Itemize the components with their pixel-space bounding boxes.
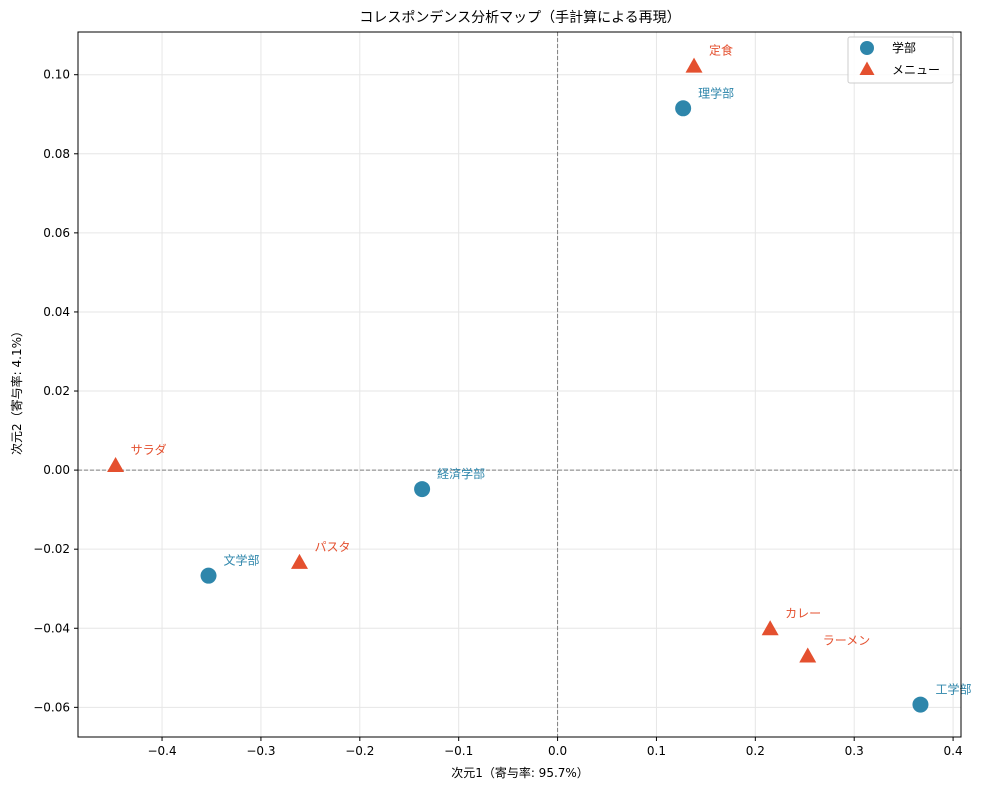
faculty-point xyxy=(675,100,692,117)
menu-point xyxy=(290,553,308,569)
x-tick-label: 0.1 xyxy=(647,744,666,758)
y-tick-label: 0.04 xyxy=(43,305,70,319)
y-axis-label: 次元2（寄与率: 4.1%） xyxy=(9,325,24,455)
data-points xyxy=(107,57,929,713)
menu-point-label: カレー xyxy=(785,606,821,620)
legend-label-menu: メニュー xyxy=(892,63,940,77)
legend-marker-menu xyxy=(859,61,875,75)
y-tick-label: −0.02 xyxy=(33,542,70,556)
legend-box xyxy=(847,36,954,84)
legend-label-faculty: 学部 xyxy=(892,40,916,55)
menu-point xyxy=(107,456,125,472)
faculty-point xyxy=(912,696,929,713)
x-tick-label: −0.3 xyxy=(246,744,275,758)
x-tick-label: −0.2 xyxy=(345,744,374,758)
menu-point-label: パスタ xyxy=(314,540,350,554)
legend: 学部 メニュー xyxy=(847,36,954,84)
menu-point-label: ラーメン xyxy=(823,634,871,648)
x-tick-label: 0.4 xyxy=(944,744,963,758)
x-tick-label: −0.1 xyxy=(444,744,473,758)
axis-ticks: −0.4 −0.3 −0.2 −0.1 0.0 0.1 0.2 0.3 0.4 −0.06 −0.0… xyxy=(33,68,962,758)
faculty-point-label: 工学部 xyxy=(935,682,971,697)
chart-title: コレスポンデンス分析マップ（手計算による再現） xyxy=(359,9,680,26)
faculty-point-label: 理学部 xyxy=(698,85,734,100)
menu-point xyxy=(799,647,817,663)
faculty-point xyxy=(414,481,431,498)
legend-marker-faculty xyxy=(860,41,874,55)
y-tick-label: −0.06 xyxy=(33,700,70,714)
y-tick-label: −0.04 xyxy=(33,621,70,635)
x-tick-label: 0.2 xyxy=(746,744,765,758)
reference-lines xyxy=(78,32,961,737)
y-tick-label: 0.00 xyxy=(43,463,70,477)
y-tick-label: 0.06 xyxy=(43,226,70,240)
x-tick-label: 0.3 xyxy=(845,744,864,758)
x-tick-label: 0.0 xyxy=(548,744,567,758)
y-tick-label: 0.08 xyxy=(43,147,70,161)
faculty-point-label: 文学部 xyxy=(224,553,260,568)
x-axis-label: 次元1（寄与率: 95.7%） xyxy=(451,765,589,780)
menu-point xyxy=(685,57,703,73)
plot-frame xyxy=(77,31,962,738)
faculty-point-label: 経済学部 xyxy=(437,466,485,481)
menu-point-label: サラダ xyxy=(131,442,167,457)
y-tick-label: 0.02 xyxy=(43,384,70,398)
menu-point-label: 定食 xyxy=(709,43,733,58)
x-tick-label: −0.4 xyxy=(147,744,176,758)
menu-point xyxy=(761,620,779,636)
faculty-point xyxy=(200,567,217,584)
y-tick-label: 0.10 xyxy=(43,68,70,82)
